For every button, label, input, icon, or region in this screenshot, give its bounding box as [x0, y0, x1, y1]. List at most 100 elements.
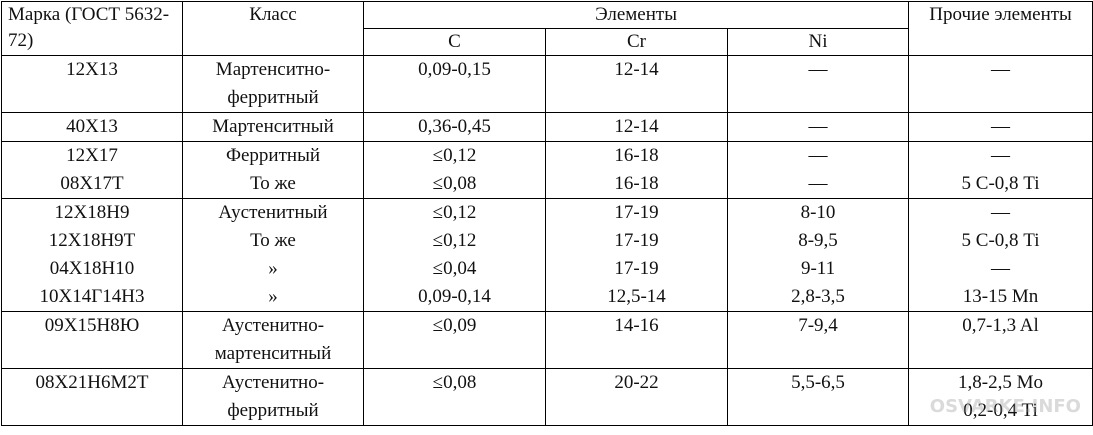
table-cell: 08Х21Н6М2Т: [1, 368, 183, 426]
cell-line: 12Х18Н9: [54, 202, 130, 223]
table-body: Марка (ГОСТ 5632-72) Класс Элементы Проч…: [1, 1, 1093, 426]
table-cell: 40Х13: [1, 112, 183, 142]
cell-line: ≤0,08: [432, 173, 477, 194]
table-cell: Аустенитно-мартенситный: [182, 311, 364, 369]
cell-line: 5 С-0,8 Ti: [961, 230, 1040, 251]
table-cell: 12-14: [545, 55, 728, 113]
table-cell: 20-22: [545, 368, 728, 426]
header-cell: Cr: [545, 28, 728, 56]
cell-line: 0,7-1,3 Al: [962, 315, 1039, 336]
table-cell: 12-14: [545, 112, 728, 142]
table-cell: Мартенситный: [182, 112, 364, 142]
table-cell: 09Х15Н8Ю: [1, 311, 183, 369]
cell-line: 14-16: [614, 315, 659, 336]
cell-line: ферритный: [227, 400, 319, 421]
cell-line: 12-14: [614, 59, 659, 80]
cell-line: 08Х21Н6М2Т: [35, 372, 149, 393]
cell-line: 0,09-0,15: [418, 59, 491, 80]
header-cell: C: [363, 28, 546, 56]
cell-line: 20-22: [614, 372, 659, 393]
cell-line: —: [808, 173, 828, 194]
table-row: 12Х17 08Х17Т Ферритный То же ≤0,12 ≤0,08 16-18…: [1, 141, 1093, 199]
cell-line: 16-18: [614, 173, 659, 194]
cell-line: Ферритный: [225, 145, 321, 166]
cell-line: 09Х15Н8Ю: [44, 315, 140, 336]
cell-line: То же: [250, 173, 296, 194]
cell-line: То же: [250, 230, 296, 251]
table-cell: 12Х18Н9 12Х18Н9Т 04Х18Н10 10Х14Г14Н3: [1, 198, 183, 312]
header-row: C Cr Ni: [2, 28, 1093, 56]
cell-line: 0,2-0,4 Ti: [963, 400, 1038, 421]
table-cell: ≤0,08: [363, 368, 546, 426]
cell-line: »: [268, 286, 278, 307]
table-row: 08Х21Н6М2Т Аустенитно-ферритный ≤0,08 20-22…: [1, 368, 1093, 426]
table-cell: 0,09-0,15: [363, 55, 546, 113]
table-cell: 1,8-2,5 Mo 0,2-0,4 Ti: [908, 368, 1093, 426]
cell-line: 1,8-2,5 Mo: [958, 372, 1044, 393]
cell-line: —: [808, 145, 828, 166]
cell-line: 16-18: [614, 145, 659, 166]
table-cell: 12Х13: [1, 55, 183, 113]
table-cell: Аустенитно-ферритный: [182, 368, 364, 426]
cell-line: Аустенитный: [218, 202, 328, 223]
cell-line: —: [808, 59, 828, 80]
table-cell: ≤0,12 ≤0,08: [363, 141, 546, 199]
steel-table: Марка (ГОСТ 5632-72) Класс Элементы Проч…: [1, 1, 1093, 426]
cell-line: Мартенситно-: [215, 59, 331, 80]
table-cell: — 5 С-0,8 Ti — 13-15 Mn: [908, 198, 1093, 312]
cell-line: Аустенитно-: [221, 372, 325, 393]
cell-line: 12Х13: [66, 59, 118, 80]
cell-line: мартенситный: [214, 343, 332, 364]
table-row: 12Х18Н9 12Х18Н9Т 04Х18Н10 10Х14Г14Н3 Аустени…: [1, 198, 1093, 312]
watermark: OSVARKE.INFO: [929, 396, 1081, 417]
cell-line: —: [991, 116, 1011, 137]
cell-line: 13-15 Mn: [962, 286, 1039, 307]
cell-line: 7-9,4: [798, 315, 838, 336]
table-cell: ≤0,12 ≤0,12 ≤0,04 0,09-0,14: [363, 198, 546, 312]
table-cell: — 5 С-0,8 Ti: [908, 141, 1093, 199]
table-row: 12Х13 Мартенситно-ферритный 0,09-0,15 12-14…: [1, 55, 1093, 113]
cell-line: 8-10: [800, 202, 836, 223]
header-cell: Марка (ГОСТ 5632-72): [1, 1, 183, 56]
cell-line: 8-9,5: [798, 230, 838, 251]
cell-line: ≤0,09: [432, 315, 477, 336]
table-cell: ≤0,09: [363, 311, 546, 369]
cell-line: 17-19: [614, 202, 659, 223]
cell-line: 17-19: [614, 230, 659, 251]
table-cell: 0,36-0,45: [363, 112, 546, 142]
cell-line: 9-11: [800, 258, 836, 279]
cell-line: —: [808, 116, 828, 137]
cell-line: 17-19: [614, 258, 659, 279]
table-cell: —: [726, 55, 910, 113]
table-cell: — —: [726, 141, 910, 199]
cell-line: ≤0,12: [432, 230, 477, 251]
table-cell: —: [908, 55, 1093, 113]
cell-line: 04Х18Н10: [49, 258, 135, 279]
cell-line: —: [991, 258, 1011, 279]
cell-line: —: [991, 202, 1011, 223]
cell-line: 12-14: [614, 116, 659, 137]
table-cell: 17-19 17-19 17-19 12,5-14: [545, 198, 728, 312]
table-row: 40Х13 Мартенситный 0,36-0,45 12-14 — —: [1, 112, 1093, 142]
cell-line: »: [268, 258, 278, 279]
header-cell: Прочие элементы: [908, 1, 1093, 56]
table-cell: —: [908, 112, 1093, 142]
table-cell: Аустенитный То же » »: [182, 198, 364, 312]
table-row: 09Х15Н8Ю Аустенитно-мартенситный ≤0,09 14-1…: [1, 311, 1093, 369]
cell-line: —: [991, 145, 1011, 166]
cell-line: 12,5-14: [607, 286, 666, 307]
table-cell: 12Х17 08Х17Т: [1, 141, 183, 199]
cell-line: 2,8-3,5: [791, 286, 845, 307]
cell-line: ≤0,08: [432, 372, 477, 393]
cell-line: —: [991, 59, 1011, 80]
cell-line: ≤0,12: [432, 202, 477, 223]
table-cell: Ферритный То же: [182, 141, 364, 199]
table-cell: 0,7-1,3 Al: [908, 311, 1093, 369]
table-cell: Мартенситно-ферритный: [182, 55, 364, 113]
table-cell: 5,5-6,5: [726, 368, 910, 426]
cell-line: Мартенситный: [212, 116, 334, 137]
cell-line: 12Х17: [66, 145, 118, 166]
table-cell: 7-9,4: [726, 311, 910, 369]
cell-line: 5 С-0,8 Ti: [961, 173, 1040, 194]
